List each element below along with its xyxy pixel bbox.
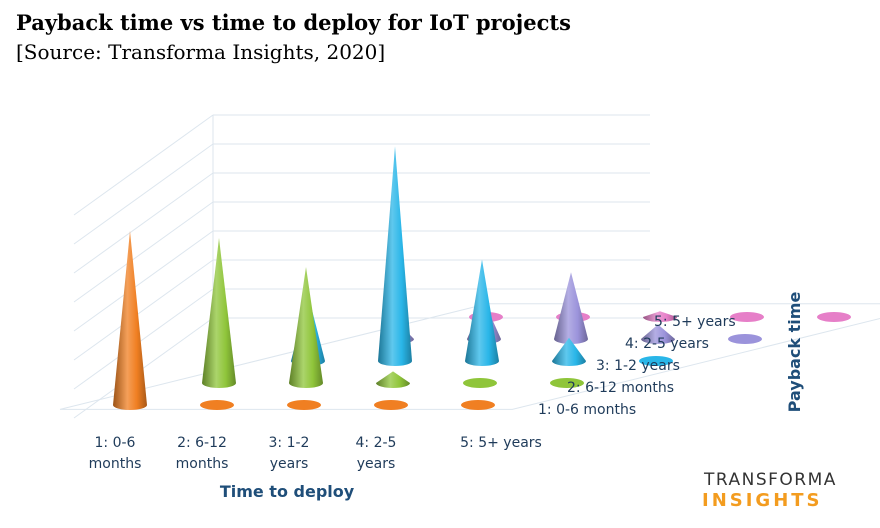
x-tick-label: months — [176, 456, 229, 472]
zero-disc — [200, 400, 234, 410]
cone-2-3 — [378, 146, 412, 366]
cone-5-4 — [728, 334, 762, 344]
cone-4-2 — [463, 378, 497, 388]
z-tick-label: 3: 1-2 years — [596, 358, 680, 374]
side-gridline — [73, 201, 214, 303]
cone-4-5 — [730, 312, 764, 322]
label-layer: 1: 0-6 months 2: 6-12 months 3: 1-2 years 4: 2… — [89, 314, 736, 472]
cone-5-1 — [461, 400, 495, 410]
z-tick-label: 1: 0-6 months — [538, 402, 636, 418]
cone-3-4 — [554, 272, 588, 344]
chart-title: Payback time vs time to deploy for IoT p… — [16, 10, 571, 35]
cone-body — [552, 337, 586, 366]
x-tick-label: 4: 2-5 — [356, 435, 397, 451]
side-gridline — [73, 259, 214, 361]
cone-2-1 — [200, 400, 234, 410]
side-gridline — [73, 317, 214, 419]
cone-2-2 — [289, 267, 323, 388]
x-tick-label: 2: 6-12 — [177, 435, 227, 451]
cone-3-1 — [287, 400, 321, 410]
cone-body — [113, 231, 147, 410]
x-tick-label: years — [270, 456, 309, 472]
logo-line-2: INSIGHTS — [702, 490, 823, 511]
zero-disc — [728, 334, 762, 344]
transforma-insights-logo: TRANSFORMA INSIGHTS — [690, 470, 855, 515]
cone-body — [202, 238, 236, 388]
x-tick-label: 5: 5+ years — [460, 435, 542, 451]
side-gridline — [73, 288, 214, 390]
z-tick-label: 2: 6-12 months — [567, 380, 674, 396]
cone-4-3 — [552, 337, 586, 366]
cone-1-1 — [113, 231, 147, 410]
side-gridline — [73, 143, 214, 245]
zero-disc — [461, 400, 495, 410]
z-axis-title: Payback time — [785, 292, 804, 413]
cone-5-3 — [639, 356, 673, 366]
zero-disc — [730, 312, 764, 322]
zero-disc — [639, 356, 673, 366]
cone-4-4 — [641, 324, 675, 344]
cone-4-1 — [374, 400, 408, 410]
logo-line-1: TRANSFORMA — [704, 470, 837, 490]
side-gridline — [73, 230, 214, 332]
grid-layer — [59, 114, 880, 419]
z-tick-label: 4: 2-5 years — [625, 336, 709, 352]
x-tick-label: years — [357, 456, 396, 472]
zero-disc — [287, 400, 321, 410]
cone-body — [289, 267, 323, 388]
side-gridline — [73, 114, 214, 216]
cone-layer — [113, 146, 851, 410]
z-tick-label: 5: 5+ years — [654, 314, 736, 330]
cone-body — [378, 146, 412, 366]
cone-3-5 — [643, 311, 677, 322]
x-tick-label: 1: 0-6 — [95, 435, 136, 451]
zero-disc — [817, 312, 851, 322]
cone-1-2 — [202, 238, 236, 388]
zero-disc — [550, 378, 584, 388]
cone-body — [641, 324, 675, 344]
cone-body — [554, 272, 588, 344]
cone-3-2 — [376, 371, 410, 388]
x-tick-label: 3: 1-2 — [269, 435, 310, 451]
x-tick-label: months — [89, 456, 142, 472]
cone-5-2 — [550, 378, 584, 388]
cone-3-3 — [465, 259, 499, 366]
cone-body — [376, 371, 410, 388]
side-gridline — [73, 172, 214, 274]
cone-body — [643, 311, 677, 322]
zero-disc — [463, 378, 497, 388]
zero-disc — [374, 400, 408, 410]
chart-subtitle: [Source: Transforma Insights, 2020] — [16, 40, 386, 64]
cone-body — [465, 259, 499, 366]
cone-5-5 — [817, 312, 851, 322]
x-axis-title: Time to deploy — [220, 482, 355, 501]
